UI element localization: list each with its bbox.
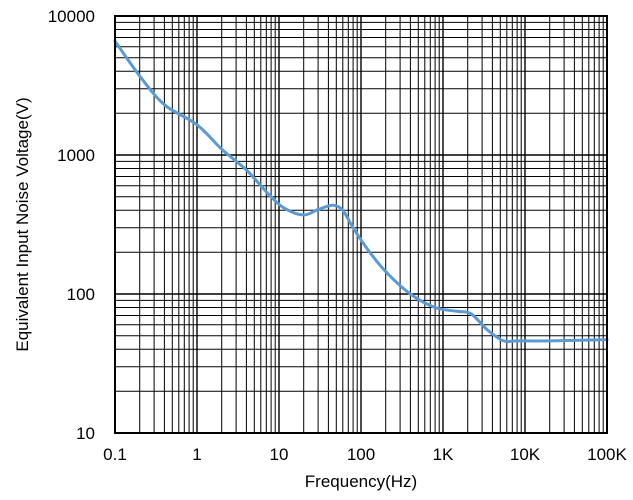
x-tick-label: 1 [192,445,201,464]
x-tick-label: 0.1 [103,445,127,464]
x-tick-label: 100 [347,445,375,464]
y-tick-label: 100 [67,285,95,304]
data-series [113,39,609,344]
y-tick-label: 10 [76,424,95,443]
x-tick-label: 10 [270,445,289,464]
x-tick-label: 10K [510,445,541,464]
x-tick-label: 100K [587,445,627,464]
x-tick-labels: 0.1 1 10 100 1K 10K 100K [103,445,627,464]
y-tick-label: 10000 [48,7,95,26]
y-tick-label: 1000 [57,146,95,165]
grid-lines [114,16,607,434]
y-tick-labels: 10 100 1000 10000 [48,7,95,443]
x-axis-title: Frequency(Hz) [305,472,417,491]
y-axis-title: Equivalent Input Noise Voltage(V) [13,97,32,351]
x-tick-label: 1K [433,445,454,464]
series-line [113,39,609,344]
plot-frame [114,15,608,434]
